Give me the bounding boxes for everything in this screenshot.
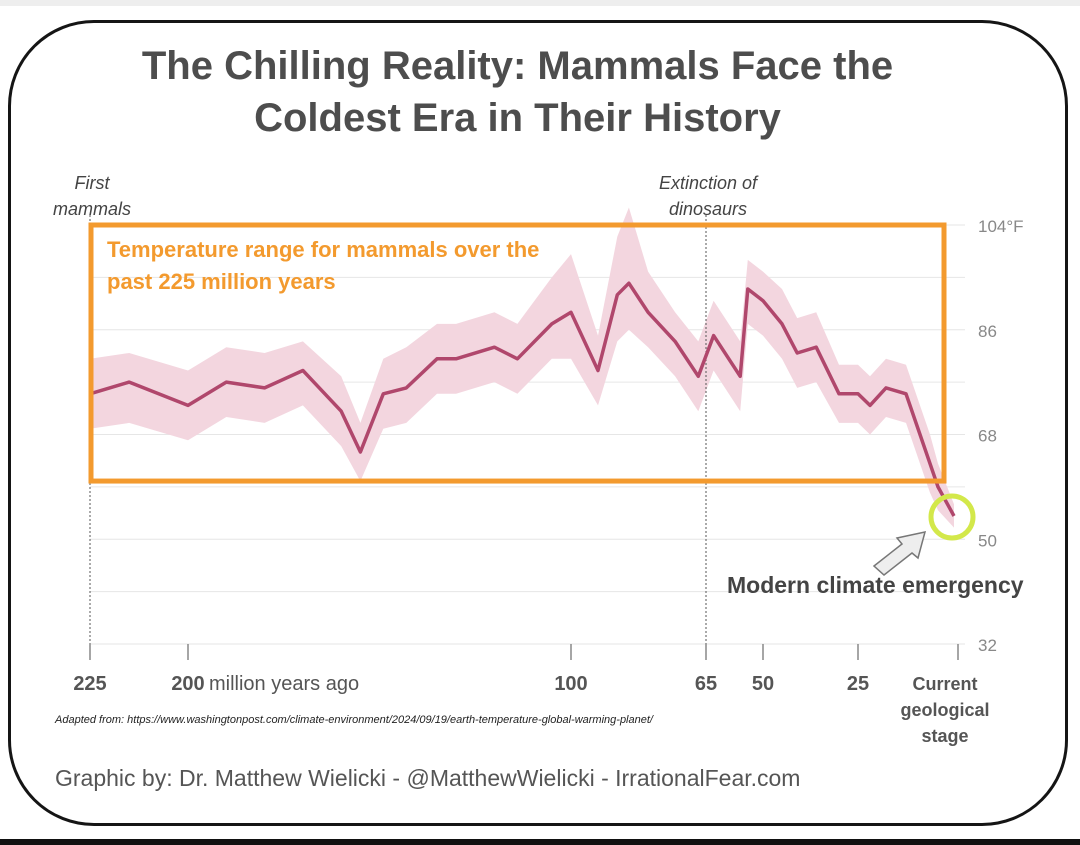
chart-title-line-2: Coldest Era in Their History (254, 96, 781, 140)
modern-climate-label: Modern climate emergency (727, 572, 1024, 598)
first-mammals-label-line-1: First (75, 173, 111, 193)
x-axis-ticks: 225 200 million years ago 100 65 50 25 Current g… (73, 644, 990, 746)
x-tick-label: 225 (73, 673, 106, 695)
y-tick-label: 104°F (978, 217, 1024, 236)
x-tick-label: Current (912, 674, 977, 694)
extinction-label-line-2: dinosaurs (669, 199, 747, 219)
y-axis-ticks: 104°F 86 68 50 32 (978, 217, 1024, 655)
x-tick-label: 50 (752, 673, 774, 695)
modern-highlight-circle (928, 493, 976, 541)
top-bar (0, 0, 1080, 6)
bottom-bar (0, 839, 1080, 845)
x-tick-label: 65 (695, 673, 717, 695)
x-tick-label: geological (900, 700, 989, 720)
x-tick-label: 200 (171, 673, 204, 695)
source-attribution: Adapted from: https://www.washingtonpost… (54, 714, 654, 726)
graphic-credit: Graphic by: Dr. Matthew Wielicki - @Matt… (55, 765, 800, 791)
temperature-series-line (89, 281, 956, 517)
y-tick-label: 32 (978, 636, 997, 655)
y-tick-label: 50 (978, 531, 997, 550)
chart-title-line-1: The Chilling Reality: Mammals Face the (141, 44, 894, 88)
temperature-range-band (90, 207, 954, 528)
extinction-label-line-1: Extinction of (659, 173, 759, 193)
y-tick-label: 86 (978, 322, 997, 341)
y-tick-label: 68 (978, 427, 997, 446)
first-mammals-label-line-2: mammals (53, 199, 131, 219)
range-box-label-line-2: past 225 million years (107, 269, 336, 294)
arrow-icon (872, 531, 927, 576)
range-box-label-line-1: Temperature range for mammals over the (107, 237, 539, 262)
x-tick-label: 100 (554, 673, 587, 695)
mammal-range-box (88, 222, 947, 484)
x-tick-label: 25 (847, 673, 869, 695)
x-tick-label: stage (921, 726, 968, 746)
x-axis-label: million years ago (209, 673, 359, 695)
